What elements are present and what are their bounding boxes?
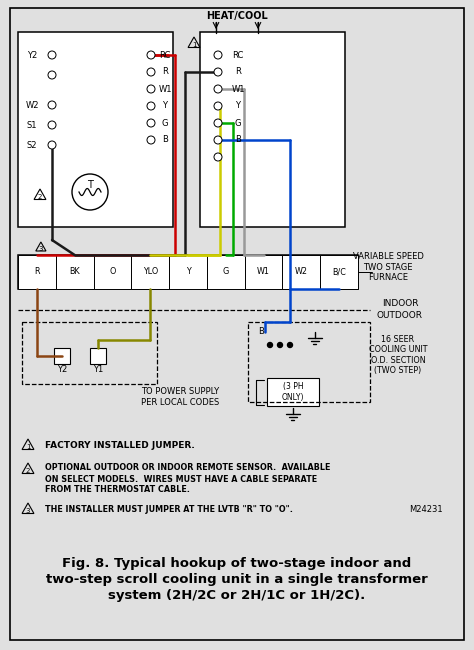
- Circle shape: [214, 51, 222, 59]
- Bar: [169, 255, 207, 289]
- Text: 16 SEER
COOLING UNIT
O.D. SECTION
(TWO STEP): 16 SEER COOLING UNIT O.D. SECTION (TWO S…: [369, 335, 427, 375]
- Circle shape: [214, 85, 222, 93]
- Circle shape: [147, 102, 155, 110]
- Bar: [18, 255, 56, 289]
- Bar: [283, 255, 320, 289]
- Circle shape: [214, 102, 222, 110]
- Text: Y: Y: [186, 268, 191, 276]
- Text: 3: 3: [26, 508, 30, 514]
- Text: M24231: M24231: [409, 506, 443, 515]
- Circle shape: [147, 51, 155, 59]
- Text: ON SELECT MODELS.  WIRES MUST HAVE A CABLE SEPARATE: ON SELECT MODELS. WIRES MUST HAVE A CABL…: [45, 476, 317, 484]
- Text: FROM THE THERMOSTAT CABLE.: FROM THE THERMOSTAT CABLE.: [45, 486, 190, 495]
- Text: OPTIONAL OUTDOOR OR INDOOR REMOTE SENSOR.  AVAILABLE: OPTIONAL OUTDOOR OR INDOOR REMOTE SENSOR…: [45, 463, 330, 473]
- Text: THE INSTALLER MUST JUMPER AT THE LVTB "R" TO "O".: THE INSTALLER MUST JUMPER AT THE LVTB "R…: [45, 506, 293, 515]
- Text: W2: W2: [295, 268, 308, 276]
- Text: 2: 2: [26, 468, 30, 474]
- Circle shape: [72, 174, 108, 210]
- Text: T: T: [87, 180, 93, 190]
- Text: R: R: [162, 68, 168, 77]
- Text: S2: S2: [27, 140, 37, 150]
- Text: G: G: [162, 118, 168, 127]
- Text: INDOOR: INDOOR: [382, 298, 418, 307]
- Text: B: B: [162, 135, 168, 144]
- Text: 3: 3: [39, 246, 43, 252]
- Text: G: G: [235, 118, 241, 127]
- Circle shape: [147, 136, 155, 144]
- Bar: [248, 322, 370, 402]
- Text: 1: 1: [26, 444, 30, 450]
- Text: VARIABLE SPEED
TWO STAGE
FURNACE: VARIABLE SPEED TWO STAGE FURNACE: [353, 252, 423, 282]
- Circle shape: [214, 119, 222, 127]
- Text: W1: W1: [257, 268, 270, 276]
- Circle shape: [277, 343, 283, 348]
- Text: RC: RC: [159, 51, 171, 60]
- Circle shape: [288, 343, 292, 348]
- Bar: [131, 255, 169, 289]
- Text: 1: 1: [192, 42, 196, 47]
- Text: RC: RC: [232, 51, 244, 60]
- Text: two-step scroll cooling unit in a single transformer: two-step scroll cooling unit in a single…: [46, 573, 428, 586]
- Circle shape: [147, 119, 155, 127]
- Bar: [245, 255, 283, 289]
- Circle shape: [48, 141, 56, 149]
- Text: 2: 2: [38, 194, 42, 200]
- Text: W2: W2: [25, 101, 39, 109]
- Circle shape: [147, 68, 155, 76]
- Text: (3 PH
ONLY): (3 PH ONLY): [282, 382, 304, 402]
- Text: O: O: [109, 268, 116, 276]
- Circle shape: [214, 136, 222, 144]
- Text: Y1: Y1: [93, 365, 103, 374]
- Text: OUTDOOR: OUTDOOR: [377, 311, 423, 320]
- Bar: [90, 348, 106, 364]
- Text: Y: Y: [163, 101, 167, 111]
- Text: B: B: [235, 135, 241, 144]
- Text: TO POWER SUPPLY
PER LOCAL CODES: TO POWER SUPPLY PER LOCAL CODES: [141, 387, 219, 407]
- Bar: [93, 255, 131, 289]
- Text: HEAT/COOL: HEAT/COOL: [206, 11, 268, 21]
- Text: YLO: YLO: [143, 268, 158, 276]
- Text: FACTORY INSTALLED JUMPER.: FACTORY INSTALLED JUMPER.: [45, 441, 195, 450]
- Text: W1: W1: [231, 84, 245, 94]
- Bar: [207, 255, 245, 289]
- Text: R: R: [235, 68, 241, 77]
- Text: BK: BK: [69, 268, 80, 276]
- Text: Y2: Y2: [57, 365, 67, 374]
- Bar: [18, 255, 358, 289]
- Circle shape: [267, 343, 273, 348]
- Bar: [18, 32, 173, 227]
- Text: R: R: [34, 268, 40, 276]
- Circle shape: [214, 68, 222, 76]
- Bar: [22, 322, 157, 384]
- Bar: [56, 255, 93, 289]
- Circle shape: [48, 71, 56, 79]
- Text: W1: W1: [158, 84, 172, 94]
- Text: B/C: B/C: [332, 268, 346, 276]
- Bar: [267, 378, 319, 406]
- Text: G: G: [223, 268, 229, 276]
- Circle shape: [147, 85, 155, 93]
- Circle shape: [48, 121, 56, 129]
- Circle shape: [48, 101, 56, 109]
- Text: S1: S1: [27, 120, 37, 129]
- Text: Y: Y: [236, 101, 240, 111]
- Text: B: B: [258, 328, 264, 337]
- Text: Fig. 8. Typical hookup of two-stage indoor and: Fig. 8. Typical hookup of two-stage indo…: [63, 558, 411, 571]
- Bar: [54, 348, 70, 364]
- Text: Y2: Y2: [27, 51, 37, 60]
- Text: system (2H/2C or 2H/1C or 1H/2C).: system (2H/2C or 2H/1C or 1H/2C).: [109, 590, 365, 603]
- Bar: [200, 32, 345, 227]
- Circle shape: [48, 51, 56, 59]
- Bar: [320, 255, 358, 289]
- Circle shape: [214, 153, 222, 161]
